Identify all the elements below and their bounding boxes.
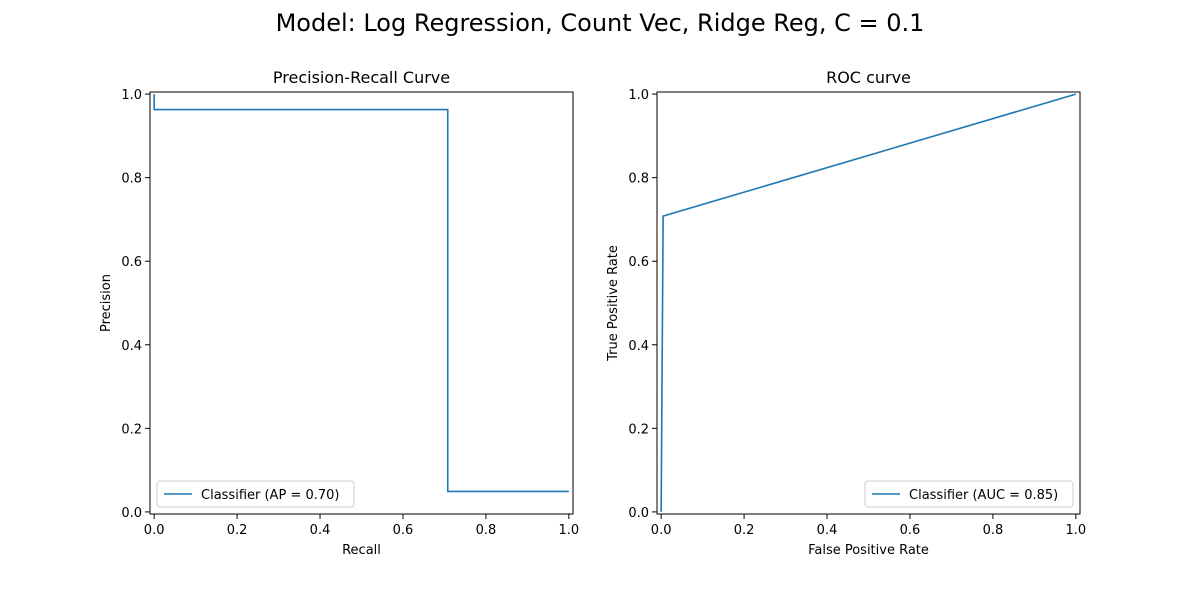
chart-1-x-tick-label: 0.6 bbox=[900, 523, 921, 538]
precision-recall-chart: Precision-Recall Curve 0.0 0.2 0.4 0.6 0.8 1.0… bbox=[99, 68, 579, 558]
chart-0-y-tick-label: 0.2 bbox=[121, 422, 142, 437]
chart-1-x-tick-label: 0.8 bbox=[983, 523, 1004, 538]
chart-0-x-tick-label: 1.0 bbox=[559, 523, 580, 538]
chart-0-legend: Classifier (AP = 0.70) bbox=[156, 480, 355, 508]
chart-0-legend-box bbox=[156, 480, 355, 508]
roc-chart: ROC curve 0.0 0.2 0.4 0.6 0.8 1.0 0.0 0.2 0.4 0.6 0… bbox=[606, 68, 1086, 558]
chart-1-axes-frame bbox=[656, 91, 1081, 515]
chart-0-x-tick-label: 0.2 bbox=[227, 523, 248, 538]
chart-1-y-axis-label: True Positive Rate bbox=[606, 245, 621, 362]
chart-1-y-tick-label: 0.2 bbox=[628, 422, 649, 437]
figure-title: Model: Log Regression, Count Vec, Ridge … bbox=[276, 9, 925, 37]
chart-1-legend-box bbox=[864, 480, 1074, 508]
chart-0-legend-label: Classifier (AP = 0.70) bbox=[201, 488, 339, 503]
chart-1-x-axis-label: False Positive Rate bbox=[808, 543, 929, 558]
chart-0-x-axis-label: Recall bbox=[342, 543, 381, 558]
chart-1-y-tick-label: 0.0 bbox=[628, 506, 649, 521]
chart-1-legend-label: Classifier (AUC = 0.85) bbox=[909, 488, 1058, 503]
chart-1-y-tick-label: 0.6 bbox=[628, 255, 649, 270]
chart-1-x-tick-label: 1.0 bbox=[1066, 523, 1087, 538]
chart-1-x-tick-label: 0.4 bbox=[817, 523, 838, 538]
chart-0-x-tick-label: 0.8 bbox=[476, 523, 497, 538]
chart-0-y-tick-label: 0.4 bbox=[121, 339, 142, 354]
chart-0-x-tick-label: 0.4 bbox=[310, 523, 331, 538]
chart-1-x-tick-label: 0.2 bbox=[734, 523, 755, 538]
chart-0-y-axis-label: Precision bbox=[99, 274, 114, 332]
chart-1-legend: Classifier (AUC = 0.85) bbox=[864, 480, 1074, 508]
chart-0-y-tick-label: 0.0 bbox=[121, 506, 142, 521]
chart-1-y-tick-label: 0.4 bbox=[628, 339, 649, 354]
chart-0-y-tick-label: 1.0 bbox=[121, 88, 142, 103]
chart-0-x-tick-label: 0.6 bbox=[393, 523, 414, 538]
chart-0-y-tick-label: 0.6 bbox=[121, 255, 142, 270]
chart-0-axes-frame bbox=[149, 91, 574, 515]
chart-0-x-tick-label: 0.0 bbox=[144, 523, 165, 538]
chart-1-x-tick-label: 0.0 bbox=[651, 523, 672, 538]
chart-1-title: ROC curve bbox=[826, 68, 911, 87]
chart-1-y-tick-label: 1.0 bbox=[628, 88, 649, 103]
chart-0-title: Precision-Recall Curve bbox=[273, 68, 450, 87]
chart-0-y-tick-label: 0.8 bbox=[121, 172, 142, 187]
chart-1-y-tick-label: 0.8 bbox=[628, 172, 649, 187]
chart-0-series-line bbox=[153, 94, 569, 493]
chart-1-series-line bbox=[660, 93, 1077, 512]
